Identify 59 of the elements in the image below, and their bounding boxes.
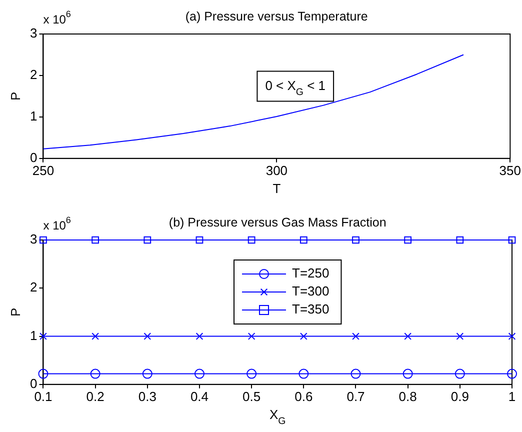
x-tick-label: 0.6 [294,388,313,404]
point [248,332,256,340]
x-tick-label: 0.1 [34,388,52,404]
point [507,368,517,379]
point [196,236,204,244]
point [40,236,47,244]
point [246,368,257,379]
point [456,236,464,244]
point [404,236,412,244]
y-tick-label: 3 [30,232,38,247]
x-tick-label: 0.4 [190,388,209,404]
point [352,236,360,244]
point [298,368,309,379]
legend-label: T=300 [292,284,330,299]
x-tick-label: 0.7 [346,388,365,404]
chart-title: (b) Pressure versus Gas Mass Fraction [168,215,386,230]
point [144,236,152,244]
point [300,236,308,244]
point [248,236,256,244]
point [40,332,47,340]
x-tick-label: 250 [32,162,54,178]
point [92,332,99,340]
point [508,236,516,244]
x-axis-title: T [272,180,281,196]
point [404,332,412,340]
point [92,236,99,244]
y-tick-label: 3 [30,26,38,41]
point [402,368,413,379]
x-tick-label: 0.5 [242,388,261,404]
point [508,332,516,340]
point [350,368,361,379]
y-tick-label: 1 [30,328,38,343]
x-tick-label: 0.2 [86,388,104,404]
y-tick-label: 1 [30,108,38,124]
x-tick-label: 0.8 [398,388,417,404]
chart-title: (a) Pressure versus Temperature [185,9,368,24]
y-tick-label: 2 [30,280,38,295]
legend-label: T=250 [292,266,330,281]
point [38,368,48,379]
point [194,368,204,379]
y-tick-label: 0 [30,376,38,391]
x-tick-label: 350 [499,162,522,178]
legend-label: T=350 [292,302,330,317]
x-tick-label: 300 [266,162,288,178]
point [90,368,100,379]
x-tick-label: 0.3 [138,388,156,404]
x-tick-label: 0.9 [450,388,469,404]
y-axis-title: P [8,308,23,317]
point [352,332,360,340]
point [196,332,204,340]
point [142,368,152,379]
point [456,332,464,340]
y-tick-label: 0 [30,150,38,165]
x-tick-label: 1 [508,388,516,404]
point [144,332,152,340]
point [454,368,465,379]
point [300,332,308,340]
y-tick-label: 2 [30,67,38,82]
y-axis-title: P [8,92,23,101]
